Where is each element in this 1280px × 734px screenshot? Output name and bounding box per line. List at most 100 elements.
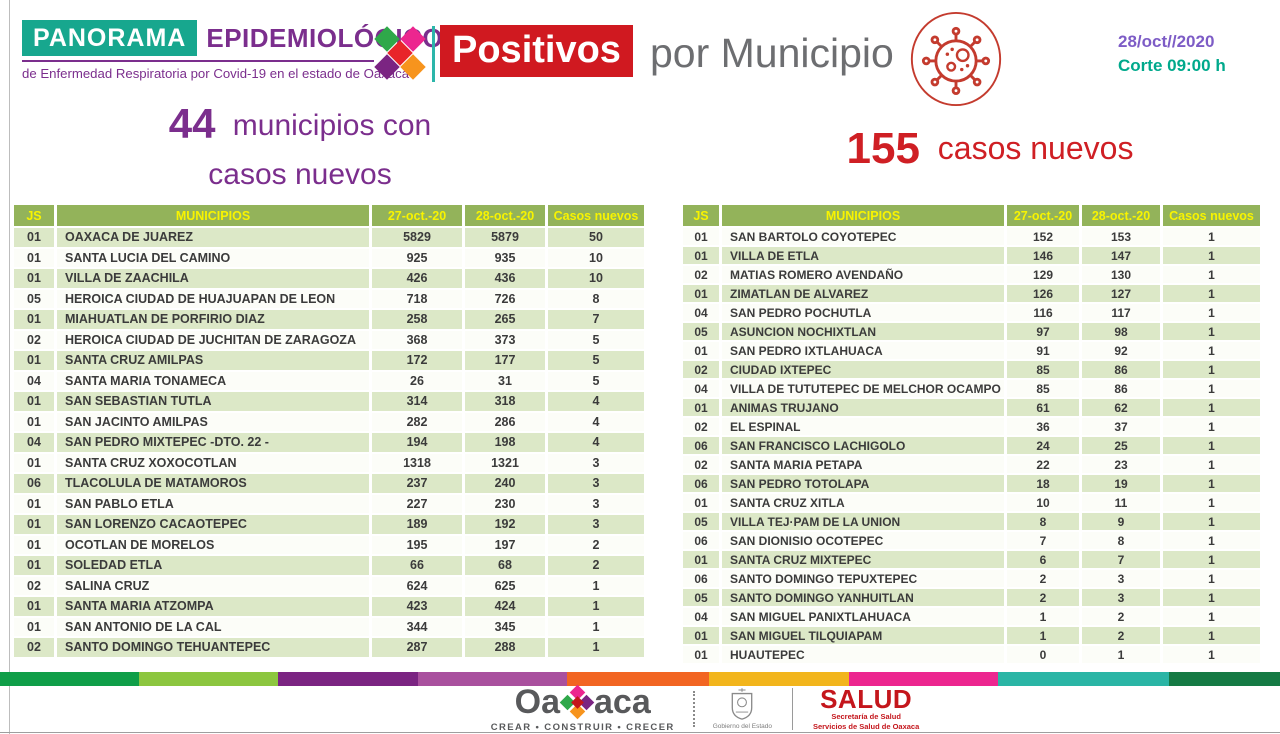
cell-casos-nuevos: 1 <box>1163 380 1260 397</box>
cell-28oct: 130 <box>1082 266 1160 283</box>
cell-28oct: 68 <box>465 556 545 575</box>
cell-28oct: 265 <box>465 310 545 329</box>
cell-27oct: 61 <box>1007 399 1079 416</box>
cell-js: 02 <box>683 456 719 473</box>
cell-js: 01 <box>14 248 54 267</box>
cell-js: 01 <box>14 494 54 513</box>
cell-municipio: SAN MIGUEL PANIXTLAHUACA <box>722 608 1004 625</box>
cell-casos-nuevos: 1 <box>1163 456 1260 473</box>
cell-27oct: 287 <box>372 638 462 657</box>
cell-municipio: SANTA LUCIA DEL CAMINO <box>57 248 369 267</box>
table-row: 01 SAN LORENZO CACAOTEPEC 189 192 3 <box>14 515 644 534</box>
table-row: 04 SAN MIGUEL PANIXTLAHUACA 1 2 1 <box>683 608 1260 625</box>
cell-js: 02 <box>14 576 54 595</box>
cell-casos-nuevos: 1 <box>1163 285 1260 302</box>
cell-casos-nuevos: 1 <box>1163 399 1260 416</box>
cell-js: 04 <box>683 304 719 321</box>
cell-27oct: 10 <box>1007 494 1079 511</box>
cell-js: 01 <box>14 453 54 472</box>
cell-27oct: 6 <box>1007 551 1079 568</box>
cell-casos-nuevos: 3 <box>548 494 644 513</box>
cell-casos-nuevos: 3 <box>548 453 644 472</box>
column-header: 27-oct.-20 <box>1007 205 1079 226</box>
cell-27oct: 423 <box>372 597 462 616</box>
cell-municipio: VILLA DE TUTUTEPEC DE MELCHOR OCAMPO <box>722 380 1004 397</box>
table-row: 01 OAXACA DE JUAREZ 5829 5879 50 <box>14 228 644 247</box>
cell-js: 01 <box>14 310 54 329</box>
dotted-separator <box>692 691 695 727</box>
cell-municipio: SOLEDAD ETLA <box>57 556 369 575</box>
cell-municipio: SAN PEDRO TOTOLAPA <box>722 475 1004 492</box>
cell-casos-nuevos: 1 <box>1163 589 1260 606</box>
table-row: 04 SAN PEDRO MIXTEPEC -DTO. 22 -194 198 4 <box>14 433 644 452</box>
table-row: 01 SANTA LUCIA DEL CAMINO 925 935 10 <box>14 248 644 267</box>
cell-js: 01 <box>683 399 719 416</box>
cell-27oct: 126 <box>1007 285 1079 302</box>
cell-municipio: SAN FRANCISCO LACHIGOLO <box>722 437 1004 454</box>
cell-27oct: 194 <box>372 433 462 452</box>
cell-js: 02 <box>683 266 719 283</box>
table-row: 01 SAN PEDRO IXTLAHUACA 91 92 1 <box>683 342 1260 359</box>
cell-27oct: 7 <box>1007 532 1079 549</box>
page-title: por Municipio <box>650 30 894 76</box>
cell-municipio: SAN DIONISIO OCOTEPEC <box>722 532 1004 549</box>
cell-27oct: 925 <box>372 248 462 267</box>
table-row: 02 CIUDAD IXTEPEC 85 86 1 <box>683 361 1260 378</box>
table-row: 02 HEROICA CIUDAD DE JUCHITAN DE ZARAGOZA… <box>14 330 644 349</box>
table-row: 04 VILLA DE TUTUTEPEC DE MELCHOR OCAMPO 85… <box>683 380 1260 397</box>
cell-casos-nuevos: 4 <box>548 412 644 431</box>
cell-casos-nuevos: 1 <box>1163 342 1260 359</box>
gobierno-caption: Gobierno del Estado <box>712 723 772 730</box>
diamonds-logo-icon <box>372 26 428 84</box>
cell-27oct: 314 <box>372 392 462 411</box>
table-row: 06 TLACOLULA DE MATAMOROS 237 240 3 <box>14 474 644 493</box>
salud-logo: SALUD Secretaría de Salud Servicios de S… <box>813 686 919 732</box>
cell-27oct: 85 <box>1007 361 1079 378</box>
cell-28oct: 37 <box>1082 418 1160 435</box>
cell-municipio: VILLA DE ETLA <box>722 247 1004 264</box>
cell-js: 05 <box>14 289 54 308</box>
table-row: 05 HEROICA CIUDAD DE HUAJUAPAN DE LEON 718… <box>14 289 644 308</box>
table-row: 01 VILLA DE ZAACHILA 426 436 10 <box>14 269 644 288</box>
oaxaca-tagline: CREAR • CONSTRUIR • CRECER <box>490 722 675 733</box>
cell-js: 01 <box>14 351 54 370</box>
cell-municipio: SAN SEBASTIAN TUTLA <box>57 392 369 411</box>
cell-casos-nuevos: 1 <box>1163 228 1260 245</box>
cell-municipio: SAN PEDRO MIXTEPEC -DTO. 22 - <box>57 433 369 452</box>
cell-casos-nuevos: 1 <box>1163 494 1260 511</box>
table-row: 01 OCOTLAN DE MORELOS 195 197 2 <box>14 535 644 554</box>
oaxaca-logo-text-post: aca <box>594 683 651 721</box>
municipios-table-right: JS MUNICIPIOS 27-oct.-20 28-oct.-20 Casos nu… <box>680 203 1263 665</box>
cell-casos-nuevos: 1 <box>1163 437 1260 454</box>
summary-casos-count: 155 <box>846 124 920 173</box>
table-row: 01 MIAHUATLAN DE PORFIRIO DIAZ 258 265 7 <box>14 310 644 329</box>
cell-casos-nuevos: 1 <box>1163 475 1260 492</box>
table-row: 06 SAN DIONISIO OCOTEPEC 7 8 1 <box>683 532 1260 549</box>
cell-js: 04 <box>14 433 54 452</box>
cell-casos-nuevos: 1 <box>1163 627 1260 644</box>
cell-municipio: ANIMAS TRUJANO <box>722 399 1004 416</box>
table-row: 02 EL ESPINAL 36 37 1 <box>683 418 1260 435</box>
coat-of-arms-icon <box>731 688 753 720</box>
table-row: 01 ANIMAS TRUJANO 61 62 1 <box>683 399 1260 416</box>
brand-subtitle: de Enfermedad Respiratoria por Covid-19 … <box>22 66 410 81</box>
cell-28oct: 98 <box>1082 323 1160 340</box>
cell-municipio: SAN PEDRO IXTLAHUACA <box>722 342 1004 359</box>
cell-js: 06 <box>683 475 719 492</box>
cell-municipio: VILLA TEJ·PAM DE LA UNION <box>722 513 1004 530</box>
cell-municipio: SAN BARTOLO COYOTEPEC <box>722 228 1004 245</box>
cell-municipio: SANTA MARIA ATZOMPA <box>57 597 369 616</box>
cell-casos-nuevos: 2 <box>548 535 644 554</box>
cell-js: 01 <box>683 228 719 245</box>
column-header: JS <box>683 205 719 226</box>
cell-27oct: 2 <box>1007 570 1079 587</box>
cell-27oct: 116 <box>1007 304 1079 321</box>
cell-casos-nuevos: 8 <box>548 289 644 308</box>
cell-municipio: SAN LORENZO CACAOTEPEC <box>57 515 369 534</box>
cell-js: 04 <box>14 371 54 390</box>
summary-municipios: 44 municipios con casos nuevos <box>115 100 485 192</box>
cell-28oct: 5879 <box>465 228 545 247</box>
cell-casos-nuevos: 5 <box>548 371 644 390</box>
cell-casos-nuevos: 1 <box>1163 551 1260 568</box>
